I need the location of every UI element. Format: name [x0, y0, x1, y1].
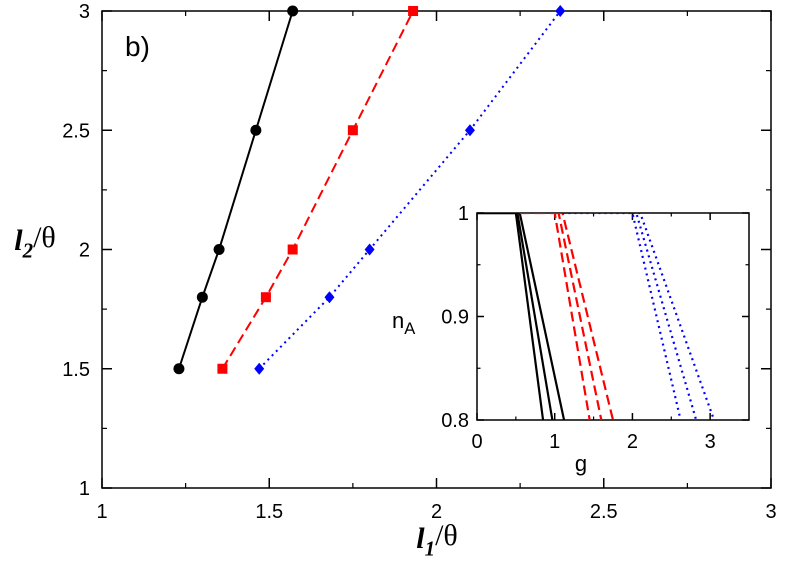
- main-y-tick-label: 2.5: [62, 120, 90, 142]
- main-point-diamond: [364, 243, 375, 256]
- main-x-tick-label: 1: [96, 501, 107, 523]
- inset-y-tick-label: 1: [458, 203, 469, 225]
- main-point-diamond: [464, 124, 475, 137]
- inset-x-tick-label: 1: [549, 431, 560, 453]
- main-y-tick-label: 2: [79, 240, 90, 262]
- main-point-circle: [196, 291, 208, 303]
- inset-series-line-6: [562, 213, 682, 420]
- main-x-tick-label: 2.5: [590, 501, 618, 523]
- main-point-square: [287, 244, 298, 255]
- inset-x-tick-label: 2: [627, 431, 638, 453]
- main-y-tick-label: 1.5: [62, 359, 90, 381]
- main-x-tick-label: 2: [431, 501, 442, 523]
- main-point-square: [260, 292, 271, 303]
- main-point-diamond: [254, 362, 265, 375]
- inset-series-line-3: [519, 213, 591, 420]
- inset-series-line-2: [477, 213, 566, 420]
- inset-frame: [476, 212, 750, 421]
- main-point-square: [408, 6, 419, 16]
- y-axis-label: l2/θ: [14, 221, 56, 263]
- main-y-tick-label: 1: [79, 478, 90, 500]
- x-axis-label: l1/θ: [416, 519, 458, 561]
- main-y-tick-label: 3: [79, 1, 90, 23]
- inset-series-line-4: [554, 213, 603, 420]
- main-point-circle: [213, 244, 225, 255]
- inset-y-tick-label: 0.8: [441, 410, 469, 432]
- inset-x-axis-label: g: [575, 451, 587, 476]
- main-point-diamond: [324, 291, 335, 304]
- main-point-circle: [287, 5, 299, 17]
- main-point-square: [347, 125, 358, 136]
- main-point-square: [217, 363, 228, 374]
- inset-x-tick-label: 0: [471, 431, 482, 453]
- main-point-circle: [173, 363, 185, 375]
- inset-series-line-1: [477, 213, 554, 420]
- main-x-tick-label: 3: [765, 501, 776, 523]
- main-point-diamond: [555, 5, 566, 17]
- main-x-tick-label: 1.5: [255, 501, 283, 523]
- panel-label: b): [125, 31, 150, 62]
- inset-y-axis-label: nA: [392, 308, 415, 338]
- inset-series-group: [477, 213, 716, 420]
- inset-x-tick-label: 3: [705, 431, 716, 453]
- inset-series-line-0: [477, 213, 545, 420]
- inset-y-tick-label: 0.9: [441, 307, 469, 329]
- main-point-circle: [250, 124, 262, 136]
